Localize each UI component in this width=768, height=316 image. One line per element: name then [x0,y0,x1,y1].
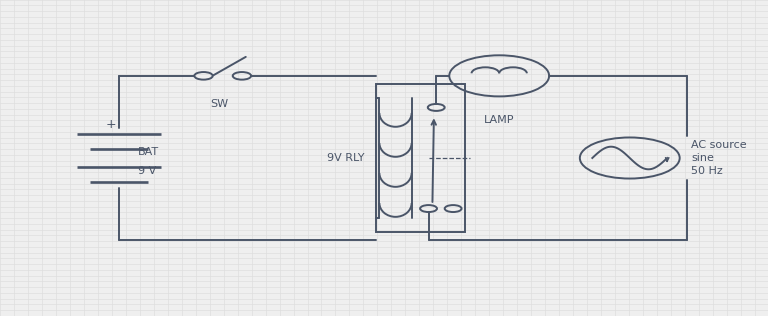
Text: AC source: AC source [691,140,746,150]
Text: sine: sine [691,153,714,163]
Text: +: + [106,118,117,131]
Bar [376,84,465,232]
Text: BAT: BAT [138,147,160,157]
Text: 50 Hz: 50 Hz [691,166,723,176]
Text: 9 V: 9 V [138,166,157,176]
Text: 9V RLY: 9V RLY [327,153,365,163]
Text: SW: SW [210,99,228,109]
Text: LAMP: LAMP [484,115,515,125]
